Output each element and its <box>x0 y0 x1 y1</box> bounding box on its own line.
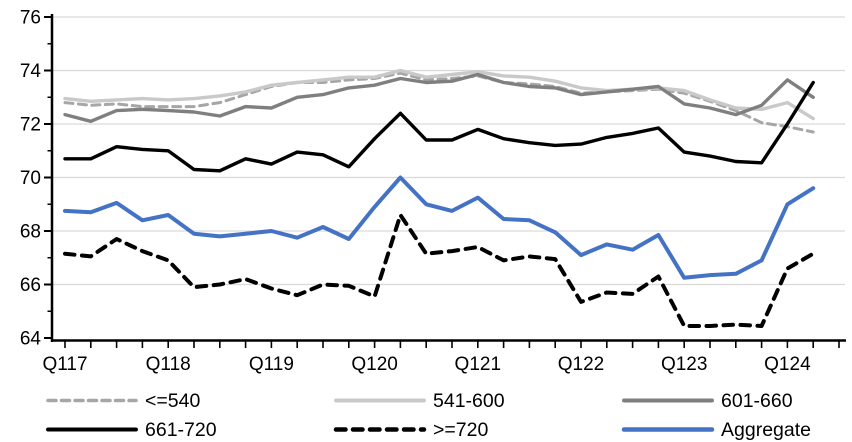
legend-item-aggregate: Aggregate <box>621 419 811 441</box>
y-axis-labels: 64 66 68 70 72 74 76 <box>20 8 42 350</box>
x-tick-label: Q123 <box>661 354 707 375</box>
series-541-600 <box>63 68 815 121</box>
series-aggregate <box>63 175 816 280</box>
gridlines <box>52 16 845 286</box>
x-tick-label: Q122 <box>558 354 604 375</box>
x-tick-label: Q118 <box>146 354 191 375</box>
x-tick-label: Q124 <box>764 354 811 375</box>
axes <box>44 14 846 348</box>
y-tick-label: 66 <box>20 275 41 296</box>
y-tick-label: 64 <box>20 329 42 350</box>
legend-label: <=540 <box>145 390 200 412</box>
legend: <=540 541-600 601-660 661-720 >=720 Aggregate <box>46 390 811 441</box>
legend-item-601-660: 601-660 <box>622 390 793 412</box>
y-tick-label: 76 <box>20 8 41 29</box>
y-tick-label: 68 <box>20 222 41 243</box>
series--540 <box>63 71 815 134</box>
legend-item--540: <=540 <box>46 390 200 412</box>
legend-label: 661-720 <box>145 419 217 441</box>
legend-label: >=720 <box>433 419 488 441</box>
legend-label: 601-660 <box>721 390 793 412</box>
series-661-720 <box>63 80 815 173</box>
y-tick-label: 74 <box>20 61 42 82</box>
y-tick-label: 72 <box>20 115 41 136</box>
x-tick-label: Q120 <box>351 354 397 375</box>
legend-item-661-720: 661-720 <box>46 419 217 441</box>
x-tick-label: Q121 <box>455 354 501 375</box>
x-tick-label: Q117 <box>42 354 87 375</box>
legend-label: Aggregate <box>721 419 811 441</box>
x-axis-labels: Q117 Q118 Q119 Q120 Q121 Q122 Q123 Q124 <box>42 354 811 375</box>
legend-label: 541-600 <box>433 390 505 412</box>
x-tick-label: Q119 <box>249 354 294 375</box>
legend-item-541-600: 541-600 <box>334 390 505 412</box>
legend-item--720: >=720 <box>333 419 488 441</box>
series--720 <box>63 213 816 328</box>
series-601-660 <box>63 72 815 124</box>
y-tick-label: 70 <box>20 168 41 189</box>
